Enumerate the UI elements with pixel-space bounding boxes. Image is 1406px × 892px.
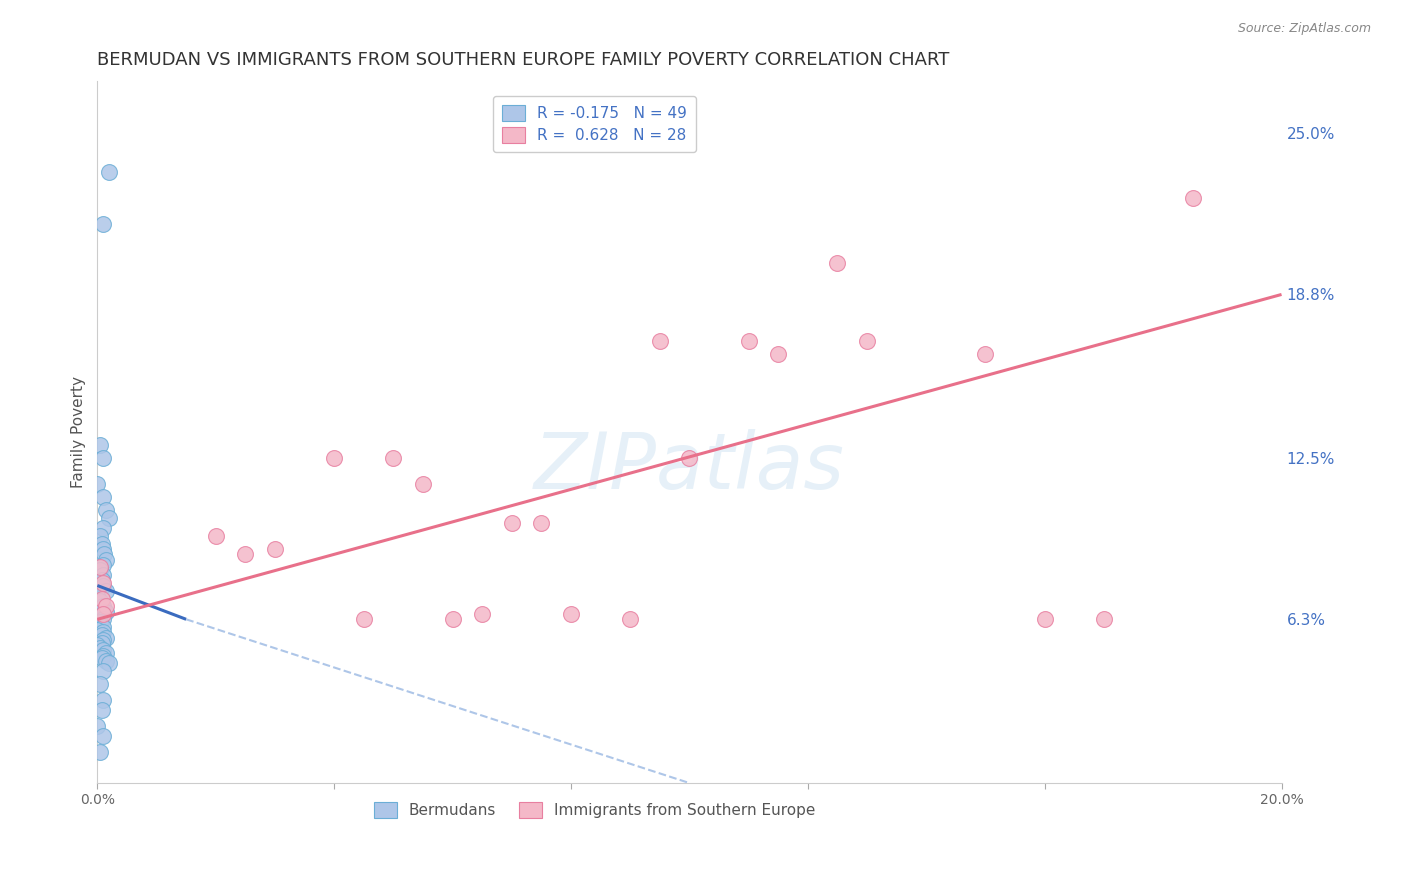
Point: [98, 657, 121, 671]
Point: [1033, 612, 1056, 626]
Point: [89, 640, 111, 655]
Point: [412, 477, 434, 491]
Point: [648, 334, 671, 349]
Point: [96, 646, 118, 660]
Point: [96, 599, 118, 614]
Point: [86, 589, 108, 603]
Point: [86, 623, 108, 637]
Point: [91, 665, 114, 679]
Point: [96, 552, 118, 566]
Point: [91, 651, 114, 665]
Point: [91, 620, 114, 634]
Point: [235, 547, 257, 561]
Point: [91, 568, 114, 582]
Point: [96, 605, 118, 619]
Point: [91, 625, 114, 640]
Legend: Bermudans, Immigrants from Southern Europe: Bermudans, Immigrants from Southern Euro…: [367, 797, 821, 824]
Point: [382, 451, 405, 466]
Point: [91, 542, 114, 557]
Text: Source: ZipAtlas.com: Source: ZipAtlas.com: [1237, 22, 1371, 36]
Point: [91, 612, 114, 626]
Point: [91, 636, 114, 650]
Text: BERMUDAN VS IMMIGRANTS FROM SOUTHERN EUROPE FAMILY POVERTY CORRELATION CHART: BERMUDAN VS IMMIGRANTS FROM SOUTHERN EUR…: [97, 51, 949, 69]
Point: [501, 516, 523, 530]
Point: [91, 608, 114, 623]
Point: [353, 612, 375, 626]
Point: [91, 558, 114, 572]
Point: [827, 256, 849, 270]
Text: ZIPatlas: ZIPatlas: [534, 429, 845, 505]
Point: [91, 217, 114, 231]
Point: [619, 612, 641, 626]
Point: [1092, 612, 1115, 626]
Point: [560, 607, 582, 621]
Point: [91, 648, 114, 663]
Point: [91, 628, 114, 642]
Point: [91, 703, 114, 717]
Point: [91, 599, 114, 614]
Point: [91, 633, 114, 648]
Point: [96, 503, 118, 517]
Point: [89, 560, 111, 574]
Point: [91, 490, 114, 504]
Point: [89, 438, 111, 452]
Point: [89, 563, 111, 577]
Point: [91, 574, 114, 588]
Point: [737, 334, 759, 349]
Point: [89, 745, 111, 759]
Point: [471, 607, 494, 621]
Point: [91, 576, 114, 591]
Point: [89, 594, 111, 608]
Point: [86, 638, 108, 652]
Point: [1181, 191, 1204, 205]
Point: [264, 542, 287, 557]
Point: [89, 529, 111, 543]
Point: [323, 451, 346, 466]
Point: [974, 347, 997, 361]
Point: [86, 719, 108, 733]
Point: [96, 631, 118, 645]
Point: [89, 615, 111, 629]
Y-axis label: Family Poverty: Family Poverty: [72, 376, 86, 488]
Point: [91, 607, 114, 621]
Point: [91, 591, 114, 606]
Point: [91, 643, 114, 657]
Point: [768, 347, 790, 361]
Point: [91, 451, 114, 466]
Point: [91, 521, 114, 535]
Point: [856, 334, 879, 349]
Point: [93, 547, 115, 561]
Point: [89, 677, 111, 691]
Point: [96, 583, 118, 598]
Point: [91, 729, 114, 743]
Point: [98, 165, 121, 179]
Point: [441, 612, 464, 626]
Point: [530, 516, 553, 530]
Point: [98, 511, 121, 525]
Point: [91, 537, 114, 551]
Point: [678, 451, 700, 466]
Point: [204, 529, 226, 543]
Point: [91, 578, 114, 592]
Point: [91, 693, 114, 707]
Point: [86, 477, 108, 491]
Point: [96, 654, 118, 668]
